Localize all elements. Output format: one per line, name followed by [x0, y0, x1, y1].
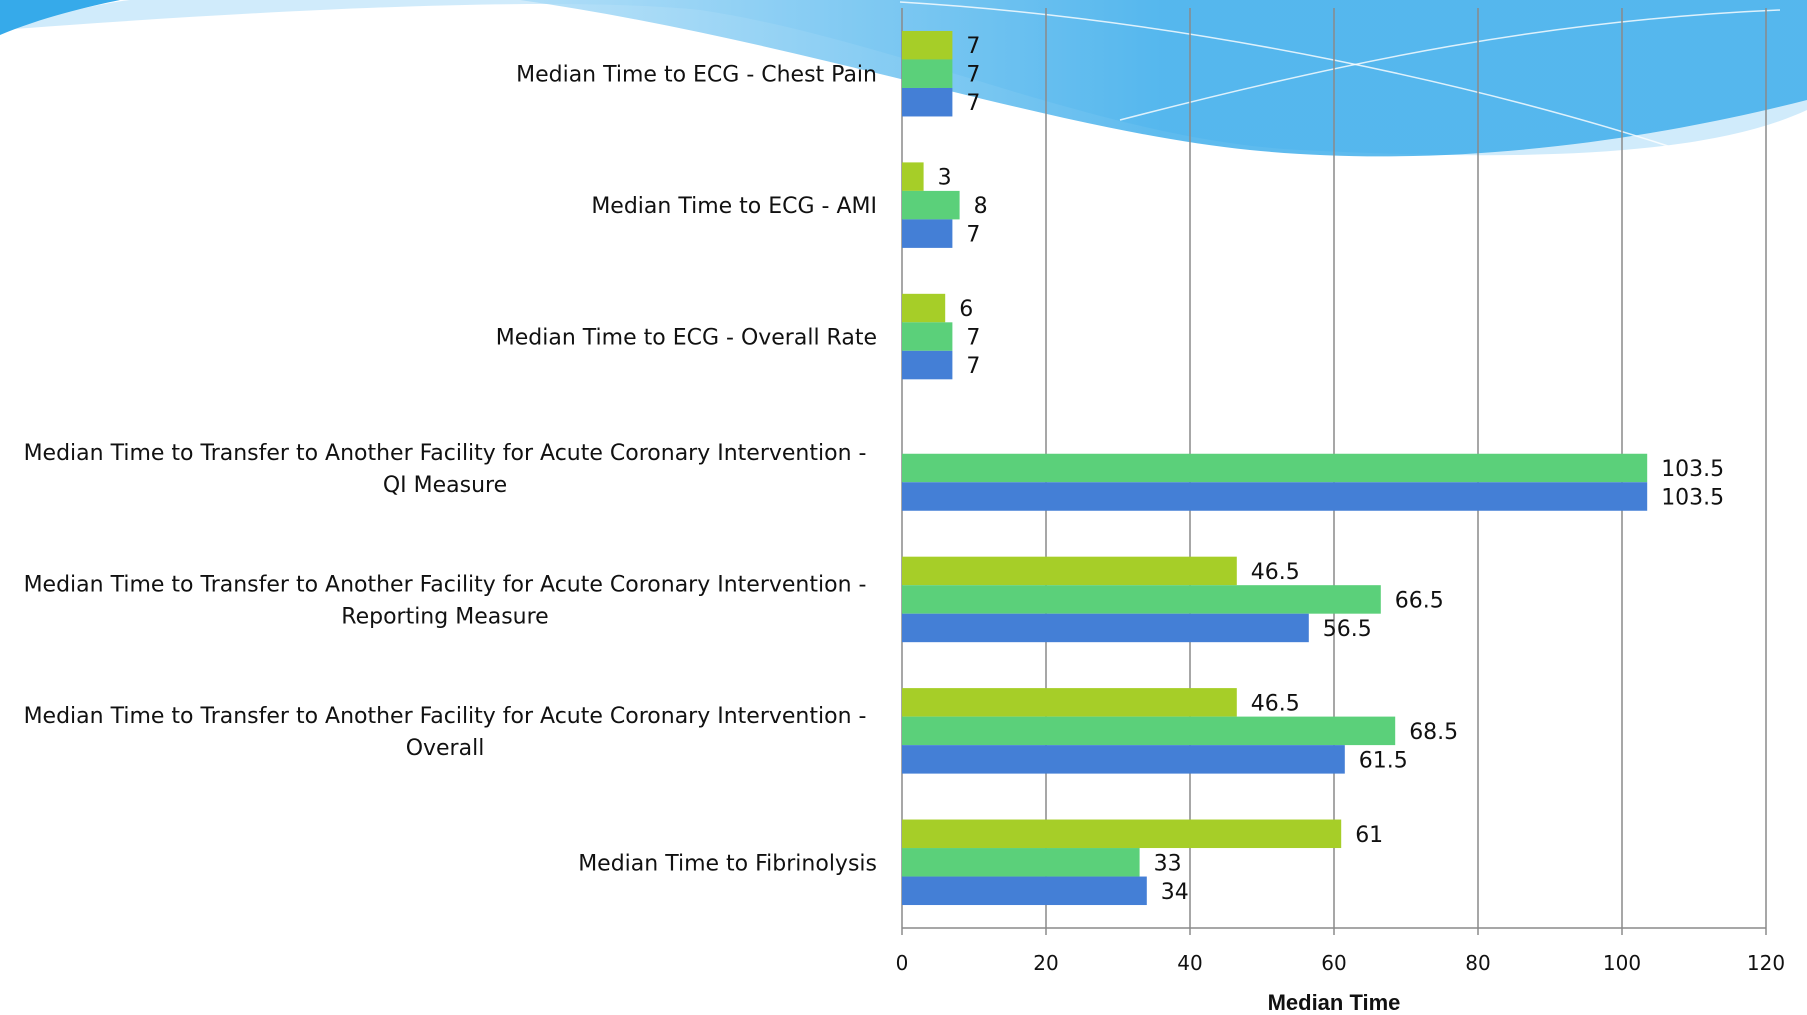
data-label: 7 [966, 326, 980, 351]
data-label: 7 [966, 91, 980, 116]
bar [902, 162, 924, 191]
category-labels: Median Time to ECG - Chest Pain Median Ti… [24, 63, 877, 877]
data-label: 46.5 [1251, 560, 1300, 585]
bar [902, 716, 1396, 746]
bar [902, 585, 1381, 614]
category-label: Median Time to ECG - Chest Pain [516, 63, 877, 88]
data-label: 7 [966, 63, 980, 88]
bar [902, 482, 1648, 511]
data-label: 7 [966, 354, 980, 379]
bar [902, 87, 953, 117]
bar [902, 876, 1147, 906]
x-tick-label: 80 [1465, 951, 1490, 975]
wave-corner [0, 0, 120, 35]
bar [902, 322, 953, 351]
data-label: 103.5 [1661, 486, 1724, 511]
category-label: Median Time to Transfer to Another Facil… [24, 572, 867, 629]
bar [902, 819, 1342, 849]
data-labels: 777387677103.5103.546.566.556.546.568.56… [938, 34, 1725, 905]
bar [902, 453, 1648, 483]
x-tick-label: 0 [896, 951, 909, 975]
data-label: 8 [974, 194, 988, 219]
data-label: 46.5 [1251, 691, 1300, 716]
x-tick-label: 60 [1321, 951, 1346, 975]
bar [902, 293, 946, 323]
x-tick-labels: 0 20 40 60 80 100 120 [896, 951, 1785, 975]
data-label: 66.5 [1395, 588, 1444, 613]
wave-decoration [0, 0, 1807, 157]
x-axis-title: Median Time [1268, 990, 1401, 1015]
data-label: 6 [959, 297, 973, 322]
x-tick-label: 100 [1603, 951, 1641, 975]
data-label: 33 [1154, 851, 1182, 876]
category-label: Median Time to ECG - AMI [591, 194, 877, 219]
data-label: 61 [1355, 823, 1383, 848]
bar [902, 688, 1237, 717]
category-label: Median Time to Transfer to Another Facil… [24, 704, 867, 761]
bar [902, 30, 953, 60]
x-tick-label: 20 [1033, 951, 1058, 975]
data-label: 3 [938, 166, 952, 191]
bars [902, 30, 1648, 906]
bar [902, 190, 960, 220]
x-tick-label: 40 [1177, 951, 1202, 975]
wave-line [899, 1, 1681, 151]
category-label: Median Time to Fibrinolysis [578, 851, 877, 876]
data-label: 34 [1161, 880, 1189, 905]
wave-front [520, 0, 1807, 157]
bar [902, 556, 1237, 586]
category-label: Median Time to ECG - Overall Rate [496, 326, 877, 351]
category-label: Median Time to Transfer to Another Facil… [24, 441, 867, 498]
data-label: 61.5 [1359, 748, 1408, 773]
bar [902, 219, 953, 248]
bar [902, 59, 953, 88]
data-label: 7 [966, 223, 980, 248]
x-tick-label: 120 [1747, 951, 1785, 975]
bar [902, 613, 1309, 643]
data-label: 68.5 [1409, 720, 1458, 745]
wave-line [1119, 9, 1781, 121]
bar [902, 745, 1345, 774]
data-label: 56.5 [1323, 617, 1372, 642]
data-label: 7 [966, 34, 980, 59]
bar [902, 350, 953, 380]
data-label: 103.5 [1661, 457, 1724, 482]
bar [902, 848, 1140, 877]
